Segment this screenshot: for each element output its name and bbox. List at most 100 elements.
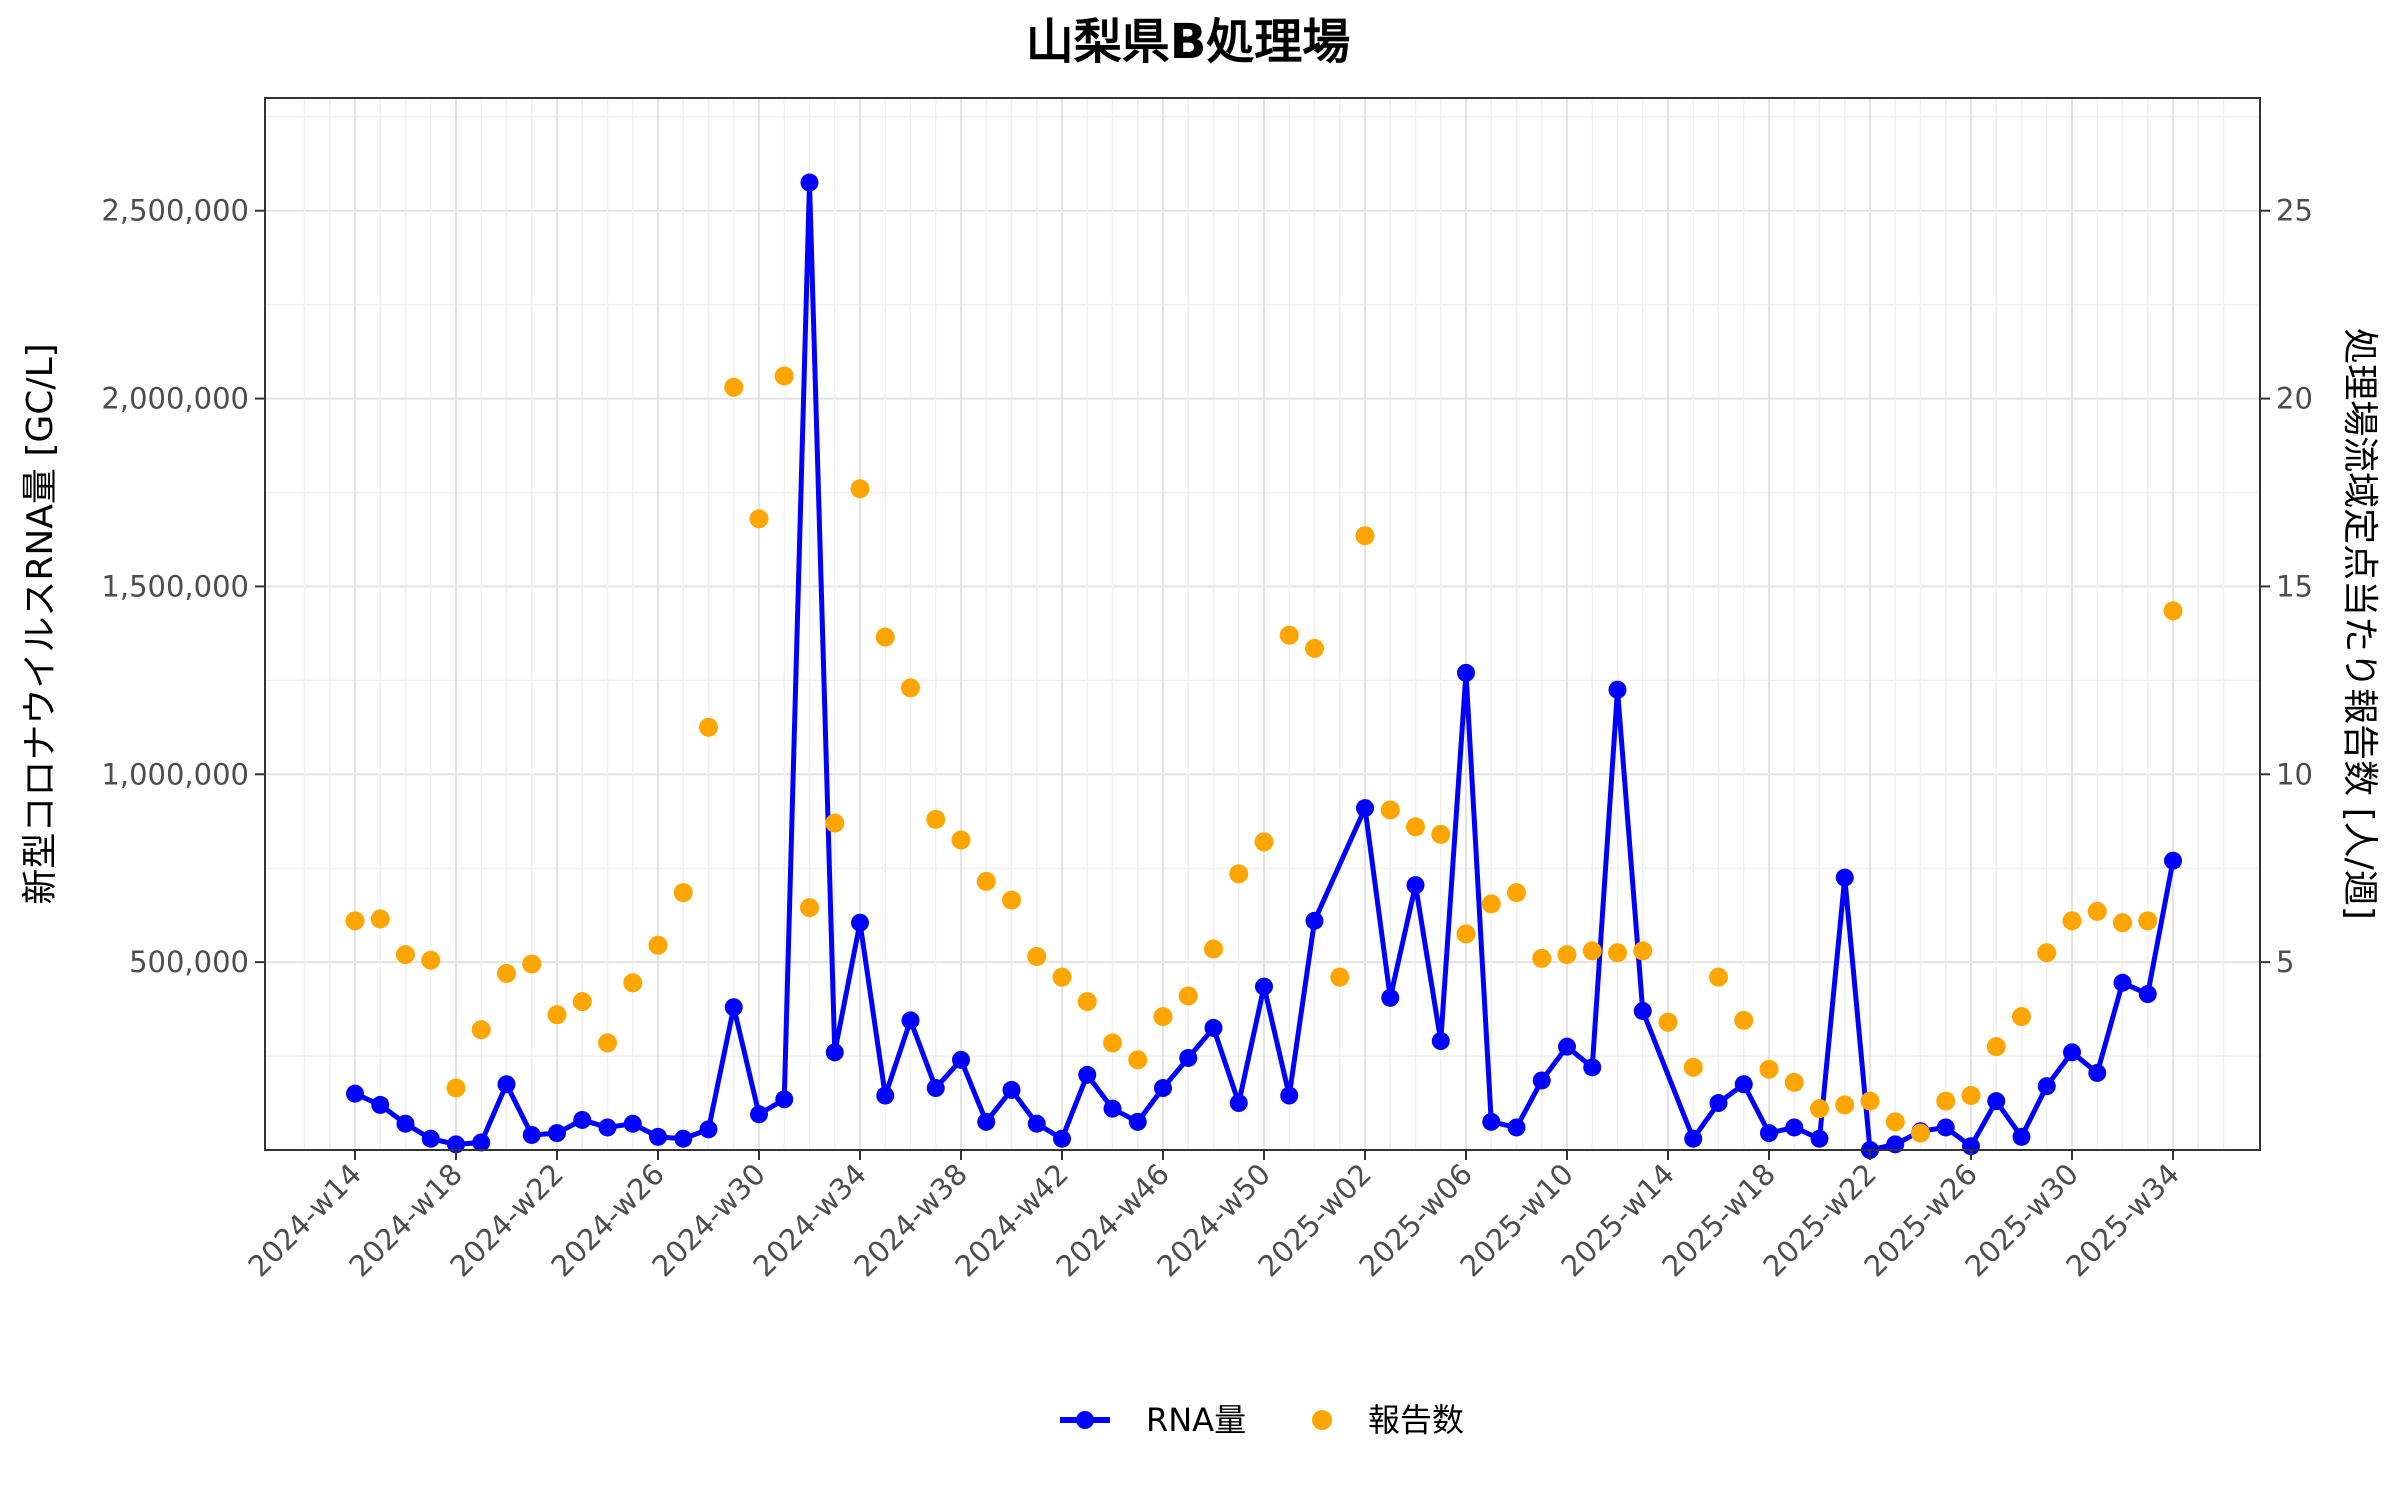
report-point xyxy=(1835,1095,1855,1115)
rna-point xyxy=(371,1095,390,1114)
rna-point xyxy=(674,1129,693,1148)
report-point xyxy=(774,366,794,386)
rna-point xyxy=(1835,868,1854,887)
report-point xyxy=(749,509,769,529)
rna-point xyxy=(1229,1094,1248,1113)
report-point xyxy=(1229,864,1249,884)
report-point xyxy=(1734,1010,1754,1030)
right-tick-label: 25 xyxy=(2276,194,2313,228)
rna-point xyxy=(1457,663,1475,682)
rna-point xyxy=(623,1114,642,1133)
rna-point xyxy=(926,1079,945,1098)
report-point xyxy=(2163,601,2183,621)
legend: RNA量 報告数 xyxy=(1060,1401,1464,1439)
rna-point xyxy=(1886,1135,1905,1154)
report-point xyxy=(2062,911,2082,931)
report-point xyxy=(1279,625,1299,645)
report-point xyxy=(572,992,592,1012)
report-point xyxy=(2087,901,2107,921)
report-point xyxy=(850,479,870,499)
legend-reports-label: 報告数 xyxy=(1368,1401,1464,1439)
legend-rna-marker xyxy=(1076,1411,1094,1429)
rna-point xyxy=(699,1120,718,1139)
rna-point xyxy=(1255,977,1273,996)
report-point xyxy=(1002,890,1021,910)
rna-point xyxy=(649,1127,667,1146)
report-point xyxy=(547,1005,567,1025)
rna-point xyxy=(1482,1112,1501,1131)
rna-point xyxy=(1356,799,1374,818)
report-point xyxy=(1936,1091,1956,1111)
report-point xyxy=(1330,967,1350,987)
rna-point xyxy=(1002,1080,1021,1099)
rna-point xyxy=(1760,1124,1778,1143)
left-tick-label: 1,000,000 xyxy=(101,757,249,791)
rna-point xyxy=(2113,973,2132,992)
report-point xyxy=(2012,1007,2031,1027)
report-point xyxy=(598,1033,617,1053)
left-axis-title: 新型コロナウイルスRNA量 [GC/L] xyxy=(20,343,61,904)
report-point xyxy=(1658,1012,1678,1032)
report-point xyxy=(2113,913,2132,933)
left-axis: 500,000 1,000,000 1,500,000 2,000,000 2,500,… xyxy=(101,194,265,979)
grid-lines xyxy=(265,98,2260,1150)
legend-reports-marker xyxy=(1312,1410,1332,1430)
rna-point xyxy=(2138,985,2157,1004)
report-point xyxy=(825,813,845,833)
rna-point xyxy=(1204,1018,1223,1037)
rna-point xyxy=(1128,1112,1147,1131)
left-tick-label: 500,000 xyxy=(129,945,249,979)
rna-point xyxy=(573,1110,592,1129)
report-point xyxy=(1027,947,1047,967)
rna-point xyxy=(1027,1114,1046,1133)
report-point xyxy=(951,830,971,850)
rna-point xyxy=(1053,1129,1071,1148)
report-point xyxy=(1860,1091,1880,1111)
rna-point xyxy=(1280,1086,1299,1105)
rna-point xyxy=(876,1086,895,1105)
report-point xyxy=(421,950,441,970)
rna-series xyxy=(346,173,2182,1159)
rna-point xyxy=(800,173,819,192)
rna-point xyxy=(1785,1118,1804,1137)
report-point xyxy=(1784,1072,1804,1092)
left-tick-label: 1,500,000 xyxy=(101,569,249,603)
report-point xyxy=(976,871,996,891)
right-tick-label: 5 xyxy=(2276,945,2294,979)
rna-point xyxy=(2037,1077,2056,1096)
report-point xyxy=(1406,817,1425,837)
rna-point xyxy=(497,1075,516,1094)
report-point xyxy=(1456,924,1476,944)
rna-point xyxy=(1987,1092,2006,1111)
report-point xyxy=(522,954,542,974)
rna-point xyxy=(1078,1065,1097,1084)
report-point xyxy=(1532,948,1552,968)
report-point xyxy=(1507,883,1526,903)
report-point xyxy=(1633,941,1653,961)
rna-point xyxy=(1507,1118,1526,1137)
rna-point xyxy=(775,1090,794,1109)
rna-point xyxy=(421,1129,440,1148)
report-point xyxy=(1254,832,1274,852)
report-point xyxy=(1431,824,1451,844)
rna-point xyxy=(1431,1032,1450,1051)
report-point xyxy=(446,1078,466,1098)
rna-point xyxy=(1810,1129,1829,1148)
rna-point xyxy=(977,1112,996,1131)
report-point xyxy=(1204,939,1223,959)
rna-point xyxy=(952,1050,970,1069)
rna-point xyxy=(1684,1129,1703,1148)
rna-point xyxy=(1103,1099,1122,1118)
rna-point xyxy=(1583,1058,1602,1077)
report-point xyxy=(875,627,895,647)
rna-point xyxy=(1936,1118,1955,1137)
rna-point xyxy=(472,1133,491,1152)
rna-point xyxy=(1532,1071,1551,1090)
rna-point xyxy=(598,1118,617,1137)
report-point xyxy=(1683,1057,1703,1077)
rna-point xyxy=(346,1084,364,1103)
report-point xyxy=(1911,1123,1930,1143)
left-tick-label: 2,500,000 xyxy=(101,194,249,228)
report-point xyxy=(2138,911,2158,931)
report-point xyxy=(1077,992,1097,1012)
